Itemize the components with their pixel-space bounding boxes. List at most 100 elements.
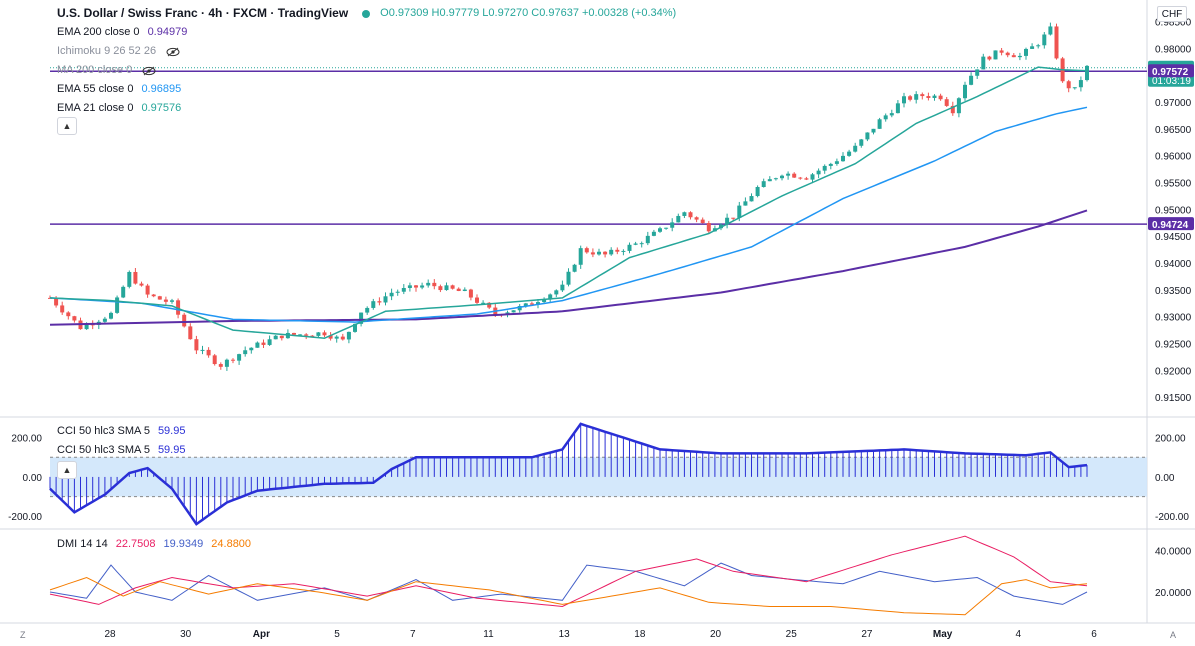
candle-body bbox=[688, 212, 693, 218]
candle-body bbox=[1048, 26, 1053, 35]
candle-body bbox=[828, 163, 833, 166]
symbol-title[interactable]: U.S. Dollar / Swiss Franc · 4h · FXCM · … bbox=[57, 6, 349, 20]
candle bbox=[566, 268, 571, 287]
timezone-button[interactable]: Z bbox=[20, 630, 26, 640]
candle-body bbox=[981, 56, 986, 70]
candle bbox=[420, 282, 425, 290]
candle bbox=[182, 312, 187, 328]
candle-body bbox=[889, 113, 894, 116]
candle bbox=[938, 93, 943, 101]
candle-body bbox=[151, 294, 156, 297]
indicator-label: EMA 55 close 0 bbox=[57, 83, 134, 95]
hidden-eye-icon[interactable] bbox=[142, 66, 156, 76]
candle bbox=[194, 335, 199, 355]
currency-selector[interactable]: CHF bbox=[1157, 6, 1187, 22]
dmi-tick-label: 40.0000 bbox=[1155, 547, 1192, 558]
candle-body bbox=[279, 335, 284, 339]
candle bbox=[261, 339, 266, 348]
ohlc-values: O0.97309 H0.97779 L0.97270 C0.97637 +0.0… bbox=[380, 7, 677, 19]
indicator-row[interactable]: EMA 200 close 0 0.94979 bbox=[57, 23, 676, 42]
collapse-legend-button[interactable]: ▲ bbox=[57, 117, 77, 135]
candle-body bbox=[1042, 34, 1047, 46]
candle bbox=[1048, 22, 1053, 36]
candle bbox=[1036, 43, 1041, 49]
candle-body bbox=[517, 306, 522, 311]
candle-body bbox=[877, 119, 882, 129]
candle-body bbox=[1072, 87, 1077, 89]
candle bbox=[279, 335, 284, 341]
cci-left-tick-label: 200.00 bbox=[11, 434, 42, 445]
time-tick-label: 7 bbox=[410, 629, 416, 640]
candle bbox=[310, 334, 315, 337]
candle bbox=[206, 347, 211, 358]
candle bbox=[828, 162, 833, 170]
indicator-row[interactable]: EMA 21 close 0 0.97576 bbox=[57, 99, 676, 118]
candle-body bbox=[798, 177, 803, 179]
candle bbox=[273, 335, 278, 340]
candle-body bbox=[950, 105, 955, 114]
candle-body bbox=[115, 297, 120, 313]
candle-body bbox=[987, 56, 992, 60]
candle-body bbox=[621, 250, 626, 252]
time-tick-label: 25 bbox=[786, 629, 798, 640]
candle bbox=[377, 297, 382, 306]
candle-body bbox=[188, 326, 193, 340]
candle bbox=[121, 285, 126, 299]
candle-body bbox=[584, 248, 589, 253]
candle bbox=[798, 176, 803, 180]
candle-body bbox=[84, 324, 89, 330]
candle-body bbox=[822, 165, 827, 171]
candle-body bbox=[261, 342, 266, 345]
candle-body bbox=[895, 103, 900, 114]
candle-body bbox=[615, 249, 620, 252]
indicator-row[interactable]: MA 200 close 0 bbox=[57, 61, 676, 80]
candle-body bbox=[389, 292, 394, 297]
candle bbox=[902, 92, 906, 108]
collapse-cci-legend-button[interactable]: ▲ bbox=[57, 461, 77, 479]
hidden-eye-icon[interactable] bbox=[166, 47, 180, 57]
candle bbox=[554, 289, 559, 298]
indicator-row[interactable]: EMA 55 close 0 0.96895 bbox=[57, 80, 676, 99]
candle-body bbox=[163, 299, 168, 302]
candle bbox=[859, 138, 864, 148]
candle bbox=[151, 293, 156, 298]
price-tick-label: 0.91500 bbox=[1155, 393, 1192, 404]
candle bbox=[658, 226, 662, 233]
indicator-label: EMA 200 close 0 bbox=[57, 26, 140, 38]
market-status-icon bbox=[362, 9, 371, 18]
candle-body bbox=[773, 178, 778, 180]
candle bbox=[145, 283, 150, 298]
candle-body bbox=[749, 196, 754, 202]
auto-scale-button[interactable]: A bbox=[1170, 630, 1177, 640]
candle-body bbox=[127, 271, 132, 287]
candle bbox=[438, 284, 443, 293]
candle-body bbox=[395, 291, 400, 293]
candle bbox=[651, 229, 656, 237]
candle-body bbox=[1054, 26, 1059, 59]
candle bbox=[249, 347, 254, 354]
time-tick-label: 28 bbox=[104, 629, 116, 640]
price-tick-label: 0.92500 bbox=[1155, 340, 1192, 351]
candle-body bbox=[938, 95, 943, 100]
candle bbox=[414, 285, 418, 292]
indicator-row[interactable]: Ichimoku 9 26 52 26 bbox=[57, 42, 676, 61]
candle bbox=[1085, 65, 1089, 82]
price-tick-label: 0.92000 bbox=[1155, 366, 1192, 377]
price-tick-label: 0.93500 bbox=[1155, 286, 1192, 297]
candle-body bbox=[102, 318, 107, 322]
cci-tick-label: 0.00 bbox=[1155, 473, 1175, 484]
candle bbox=[706, 220, 711, 234]
candle bbox=[725, 213, 730, 229]
candle bbox=[932, 94, 937, 101]
candle bbox=[517, 304, 522, 313]
candle bbox=[188, 323, 193, 340]
time-tick-label: 18 bbox=[634, 629, 646, 640]
candle bbox=[682, 211, 687, 219]
candle bbox=[60, 301, 65, 315]
candle bbox=[694, 216, 699, 223]
candle-body bbox=[200, 349, 205, 351]
candle bbox=[456, 287, 461, 292]
candle bbox=[792, 172, 797, 178]
